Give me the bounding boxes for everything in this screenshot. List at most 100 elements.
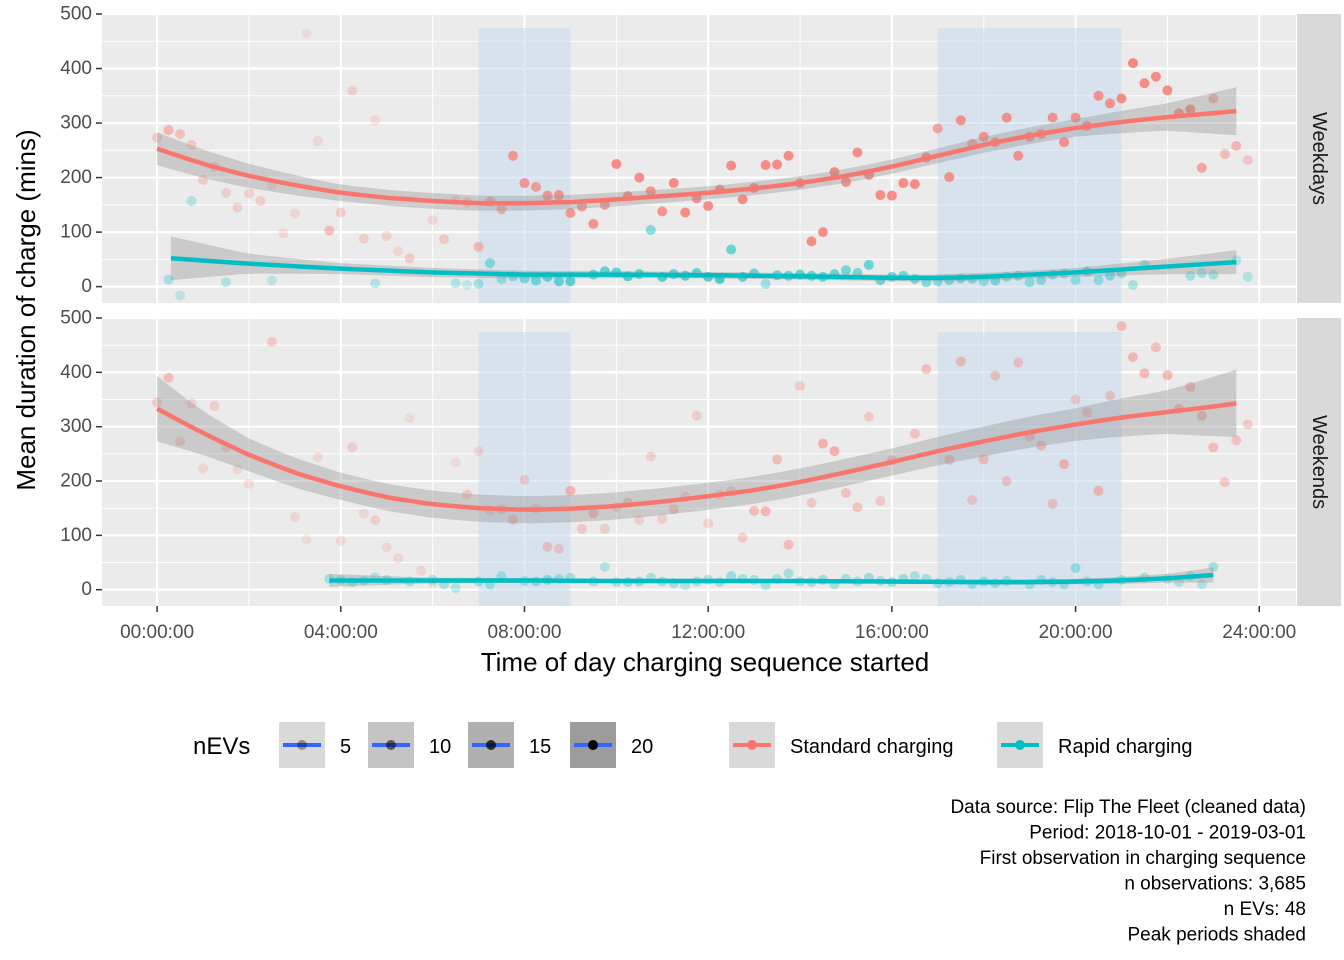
point-standard	[243, 188, 254, 199]
point-standard	[198, 174, 209, 185]
point-standard	[829, 167, 840, 178]
point-standard	[312, 452, 323, 463]
x-tick-label: 08:00:00	[488, 622, 562, 643]
legend-label: 5	[340, 736, 351, 758]
point-rapid	[485, 258, 496, 269]
y-tick-label: 500	[60, 4, 92, 25]
point-rapid	[496, 274, 507, 285]
facet-strip	[1297, 14, 1341, 303]
point-standard	[978, 131, 989, 142]
point-standard	[588, 218, 599, 229]
point-standard	[473, 241, 484, 252]
point-rapid	[1196, 579, 1207, 590]
point-standard	[1231, 140, 1242, 151]
legend-key-nevs-5	[279, 722, 325, 768]
point-rapid	[473, 278, 484, 289]
point-standard	[1219, 477, 1230, 488]
x-tick-label: 04:00:00	[304, 622, 378, 643]
legend-key-standard	[729, 722, 775, 768]
point-standard	[508, 150, 519, 161]
point-standard	[1070, 394, 1081, 405]
point-standard	[944, 454, 955, 465]
facet-strip-label: Weekdays	[1308, 112, 1330, 205]
point-standard	[611, 158, 622, 169]
point-standard	[163, 372, 174, 383]
point-standard	[772, 454, 783, 465]
point-standard	[829, 446, 840, 457]
legend-key-rapid	[997, 722, 1043, 768]
smooth-line-rapid	[329, 572, 1214, 585]
point-standard	[1059, 137, 1070, 148]
point-standard	[209, 401, 220, 412]
point-standard	[588, 508, 599, 519]
point-rapid	[1185, 270, 1196, 281]
point-standard	[232, 202, 243, 213]
point-standard	[599, 523, 610, 534]
point-standard	[1196, 410, 1207, 421]
point-standard	[496, 204, 507, 215]
point-standard	[519, 474, 530, 485]
point-standard	[806, 236, 817, 247]
point-standard	[783, 539, 794, 550]
point-standard	[978, 454, 989, 465]
point-standard	[1082, 407, 1093, 418]
peak-period-shade	[478, 332, 571, 606]
caption: Data source: Flip The Fleet (cleaned dat…	[950, 797, 1306, 946]
y-tick-label: 300	[60, 113, 92, 134]
point-standard	[668, 504, 679, 515]
point-standard	[175, 128, 186, 139]
point-standard	[1162, 370, 1173, 381]
x-tick-label: 12:00:00	[671, 622, 745, 643]
point-standard	[634, 515, 645, 526]
y-tick-label: 0	[81, 579, 92, 600]
point-rapid	[266, 275, 277, 286]
point-standard	[1105, 98, 1116, 109]
point-standard	[542, 541, 553, 552]
y-tick-label: 500	[60, 308, 92, 329]
point-rapid	[863, 259, 874, 270]
point-standard	[542, 190, 553, 201]
point-rapid	[645, 224, 656, 235]
point-standard	[427, 215, 438, 226]
point-standard	[450, 457, 461, 468]
point-standard	[703, 518, 714, 529]
point-rapid	[599, 561, 610, 572]
point-standard	[703, 200, 714, 211]
point-standard	[347, 85, 358, 96]
x-tick-label: 16:00:00	[855, 622, 929, 643]
legend-label: 20	[631, 736, 653, 758]
point-standard	[1093, 485, 1104, 496]
point-standard	[1150, 71, 1161, 82]
point-standard	[1070, 112, 1081, 123]
point-rapid	[1208, 561, 1219, 572]
point-standard	[289, 208, 300, 219]
point-standard	[553, 190, 564, 201]
smooth-line-rapid	[170, 256, 1237, 281]
point-standard	[1162, 85, 1173, 96]
point-standard	[645, 186, 656, 197]
point-standard	[530, 181, 541, 192]
point-rapid	[1036, 275, 1047, 286]
x-tick-label: 20:00:00	[1039, 622, 1113, 643]
legend-label: Rapid charging	[1058, 736, 1193, 758]
point-standard	[381, 542, 392, 553]
point-standard	[152, 397, 163, 408]
point-standard	[553, 543, 564, 554]
facet-strip	[1297, 318, 1341, 606]
y-tick-label: 100	[60, 222, 92, 243]
confidence-ribbon-standard	[157, 369, 1237, 524]
peak-period-shade	[937, 332, 1122, 606]
point-standard	[576, 201, 587, 212]
point-standard	[198, 463, 209, 474]
point-standard	[335, 535, 346, 546]
point-standard	[1047, 498, 1058, 509]
point-standard	[163, 125, 174, 136]
point-standard	[186, 139, 197, 150]
legend-key-nevs-20	[570, 722, 616, 768]
legend: nEVs 5 10 15 20 Standard charging Rapid chargi…	[193, 722, 1193, 768]
point-rapid	[1070, 275, 1081, 286]
point-standard	[1116, 93, 1127, 104]
point-standard	[175, 436, 186, 447]
point-standard	[473, 446, 484, 457]
